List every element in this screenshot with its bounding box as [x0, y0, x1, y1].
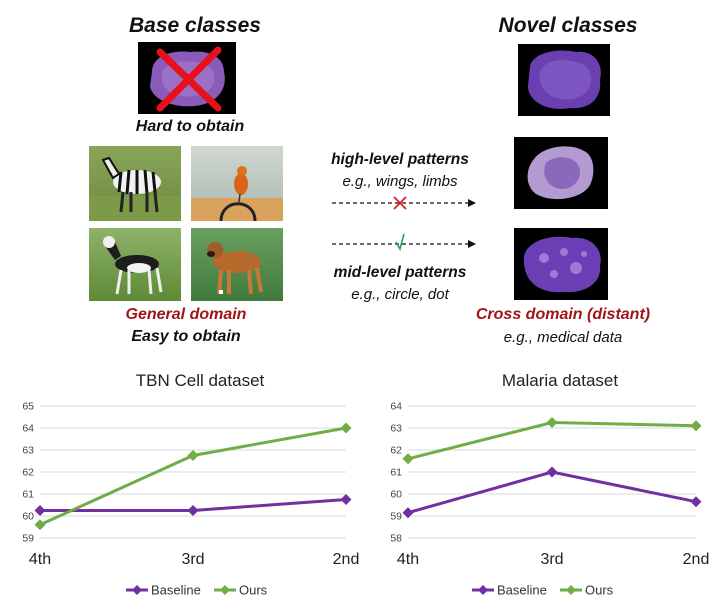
x-tick-label: 4th	[29, 551, 51, 568]
hard-to-obtain-label: Hard to obtain	[135, 118, 245, 135]
base-classes-title: Base classes	[129, 14, 261, 37]
data-point-ours	[340, 422, 352, 434]
novel-cell-image-3	[514, 228, 608, 300]
x-tick-label: 2nd	[683, 551, 710, 568]
data-point-ours	[34, 519, 46, 531]
chart-legend: Baseline Ours	[126, 583, 268, 598]
cross-domain-label: Cross domain (distant)	[475, 306, 651, 323]
zebra-image	[89, 146, 181, 221]
mid-level-patterns-title: mid-level patterns	[333, 264, 467, 281]
legend-marker-baseline	[478, 585, 488, 595]
legend-marker-baseline	[132, 585, 142, 595]
y-tick-label: 58	[390, 533, 402, 545]
y-tick-label: 61	[22, 489, 34, 501]
medical-data-label: e.g., medical data	[503, 329, 623, 346]
x-tick-label: 2nd	[333, 551, 360, 568]
x-tick-label: 3rd	[181, 551, 204, 568]
series-line-baseline	[407, 470, 697, 515]
bird-image	[191, 146, 283, 221]
legend-label-ours: Ours	[239, 583, 268, 598]
data-point-baseline	[34, 505, 46, 516]
legend-marker-ours	[566, 585, 576, 595]
red-cross-icon	[156, 46, 222, 112]
y-tick-label: 60	[390, 489, 402, 501]
y-tick-label: 60	[22, 511, 34, 523]
x-tick-label: 3rd	[540, 551, 563, 568]
high-level-patterns-title: high-level patterns	[331, 151, 469, 168]
y-tick-label: 65	[22, 401, 34, 413]
legend-marker-ours	[220, 585, 230, 595]
y-tick-label: 61	[390, 467, 402, 479]
crossed-arrow	[332, 196, 476, 210]
legend-label-baseline: Baseline	[497, 583, 547, 598]
data-point-ours	[187, 450, 199, 461]
data-point-baseline	[187, 505, 199, 516]
legend-label-baseline: Baseline	[151, 583, 201, 598]
mid-level-patterns-example: e.g., circle, dot	[351, 286, 449, 303]
data-point-ours	[690, 420, 702, 432]
red-cross-icon	[393, 196, 407, 210]
high-level-patterns-example: e.g., wings, limbs	[342, 173, 458, 190]
data-point-ours	[402, 453, 414, 465]
malaria-chart: 58 59 60 61 62 63 64 4th 3rd 2nd Baseline Ours	[390, 401, 710, 598]
y-tick-label: 62	[22, 467, 34, 479]
y-tick-label: 59	[390, 511, 402, 523]
chart-legend: Baseline Ours	[472, 583, 614, 598]
data-point-baseline	[340, 494, 352, 505]
novel-cell-image-2	[514, 137, 608, 209]
novel-cell-image-1	[518, 44, 610, 116]
chart-title-tbn: TBN Cell dataset	[135, 371, 265, 390]
y-tick-label: 63	[22, 445, 34, 457]
legend-label-ours: Ours	[585, 583, 614, 598]
green-check-icon	[395, 233, 405, 252]
chart-title-malaria: Malaria dataset	[501, 371, 619, 390]
greyhound-image	[89, 228, 181, 301]
y-tick-label: 62	[390, 445, 402, 457]
general-domain-label: General domain	[125, 306, 247, 323]
data-point-baseline	[546, 466, 558, 478]
checked-arrow	[332, 233, 476, 252]
base-cell-image	[138, 42, 236, 114]
x-tick-label: 4th	[397, 551, 419, 568]
data-point-ours	[546, 417, 558, 428]
y-tick-label: 64	[390, 401, 402, 413]
tbn-cell-chart: 59 60 61 62 63 64 65 4th 3rd 2nd Baseline Ours	[22, 401, 360, 598]
y-tick-label: 64	[22, 423, 34, 435]
novel-classes-title: Novel classes	[498, 14, 638, 37]
data-point-baseline	[402, 507, 414, 519]
y-tick-label: 63	[390, 423, 402, 435]
y-tick-label: 59	[22, 533, 34, 545]
data-point-baseline	[690, 496, 702, 508]
boxer-image	[191, 228, 283, 301]
easy-to-obtain-label: Easy to obtain	[131, 328, 241, 345]
